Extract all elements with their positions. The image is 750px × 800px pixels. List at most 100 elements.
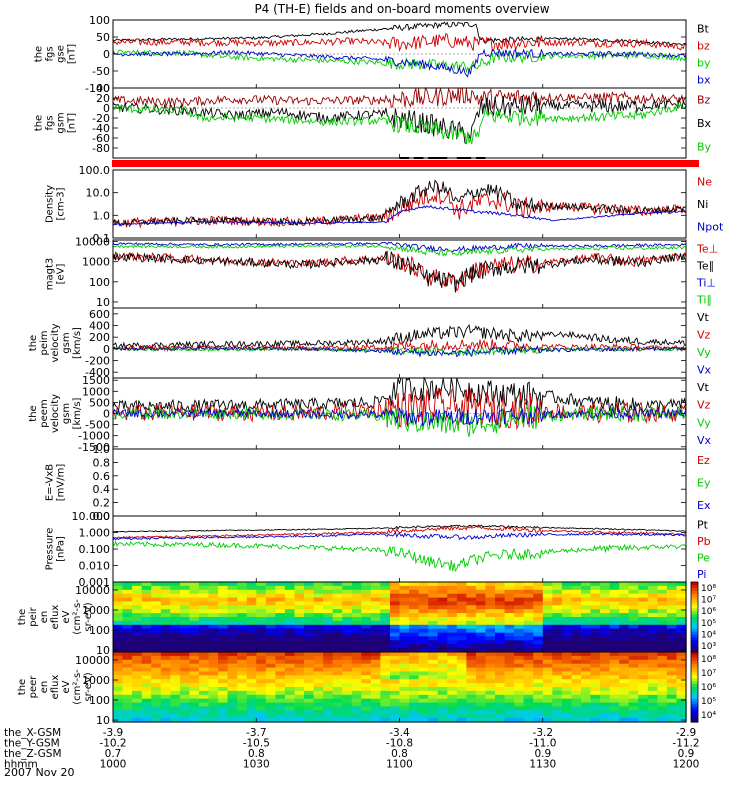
heatmap-cell [676,702,687,708]
heatmap-cell [647,702,658,708]
heatmap-cell [351,617,362,622]
heatmap-cell [237,582,248,587]
heatmap-cell [170,698,181,704]
heatmap-cell [428,589,439,595]
heatmap-cell [418,718,429,723]
heatmap-cell [332,698,343,704]
heatmap-cell [466,694,477,700]
heatmap-cell [179,706,191,711]
heatmap-cell [113,698,124,704]
heatmap-cell [141,698,152,704]
heatmap-cell [304,698,315,704]
colorbar-segment [691,590,698,595]
heatmap-cell [284,620,296,626]
heatmap-cell [370,687,382,692]
heatmap-cell [189,706,200,711]
heatmap-cell [456,679,467,684]
heatmap-cell [552,652,563,657]
heatmap-cell [485,690,496,696]
heatmap-cell [361,609,372,614]
status-mark [413,157,424,159]
heatmap-cell [657,613,668,618]
legend-fgs-gse-3: bx [697,74,711,87]
y-axis-label-line: E=-VxB [45,464,56,501]
heatmap-cell [561,679,573,684]
heatmap-cell [561,617,573,622]
heatmap-cell [552,585,563,591]
heatmap-cell [313,644,324,649]
heatmap-cell [428,687,439,692]
heatmap-cell [495,698,506,704]
heatmap-cell [437,636,448,641]
heatmap-cell [514,613,525,618]
heatmap-cell [342,636,353,641]
heatmap-cell [265,620,276,626]
heatmap-cell [600,589,611,595]
heatmap-cell [141,710,152,715]
heatmap-cell [113,593,124,599]
heatmap-cell [265,690,276,696]
heatmap-cell [218,690,229,696]
heatmap-cell [218,687,229,692]
heatmap-cell [542,648,553,653]
heatmap-cell [323,617,334,622]
heatmap-cell [179,667,191,673]
heatmap-cell [466,698,477,704]
series-line-pressure-0 [113,524,687,533]
heatmap-cell [160,605,171,610]
heatmap-cell [514,655,525,661]
heatmap-cell [256,636,267,641]
heatmap-cell [227,617,238,622]
heatmap-cell [609,582,620,587]
series-line-peim-velocity-0 [112,323,687,350]
heatmap-cell [399,644,410,649]
heatmap-cell [609,694,620,700]
heatmap-cell [361,640,372,645]
heatmap-cell [619,605,630,610]
heatmap-cell [294,597,305,603]
heatmap-cell [141,632,152,638]
heatmap-cell [504,613,515,618]
heatmap-cell [160,601,171,606]
heatmap-cell [113,648,124,653]
colorbar-label: 10⁴ [701,631,716,641]
heatmap-cell [179,683,191,688]
heatmap-cell [590,632,601,638]
heatmap-cell [246,652,257,657]
legend-peem-velocity-3: Vx [697,434,712,447]
heatmap-cell [370,679,382,684]
status-bar [112,157,699,167]
heatmap-cell [638,644,649,649]
heatmap-cell [447,617,458,622]
heatmap-cell [189,718,200,723]
heatmap-cell [141,605,152,610]
heatmap-cell [657,714,668,719]
colorbar-segment [691,657,698,662]
heatmap-cell [294,652,305,657]
heatmap-cell [179,702,191,708]
heatmap-cell [418,609,429,614]
heatmap-cell [523,706,534,711]
colorbar-segment [691,640,698,644]
heatmap-cell [189,690,200,696]
heatmap-cell [218,655,229,661]
y-axis-label-line: Density [45,185,56,223]
heatmap-cell [380,640,391,645]
y-axis-label-line: the [28,405,39,421]
heatmap-cell [514,589,525,595]
heatmap-cell [227,706,238,711]
heatmap-cell [399,624,410,630]
legend-fgs-gsm-1: Bx [697,117,712,130]
heatmap-cell [638,609,649,614]
heatmap-cell [561,710,573,715]
heatmap-cell [409,671,420,676]
heatmap-cell [552,659,563,665]
heatmap-cell [198,710,210,715]
heatmap-cell [141,675,152,680]
heatmap-cell [361,718,372,723]
heatmap-cell [475,605,487,610]
heatmap-cell [361,659,372,665]
heatmap-cell [409,648,420,653]
heatmap-cell [647,667,658,673]
series-line-density-2 [112,204,687,226]
